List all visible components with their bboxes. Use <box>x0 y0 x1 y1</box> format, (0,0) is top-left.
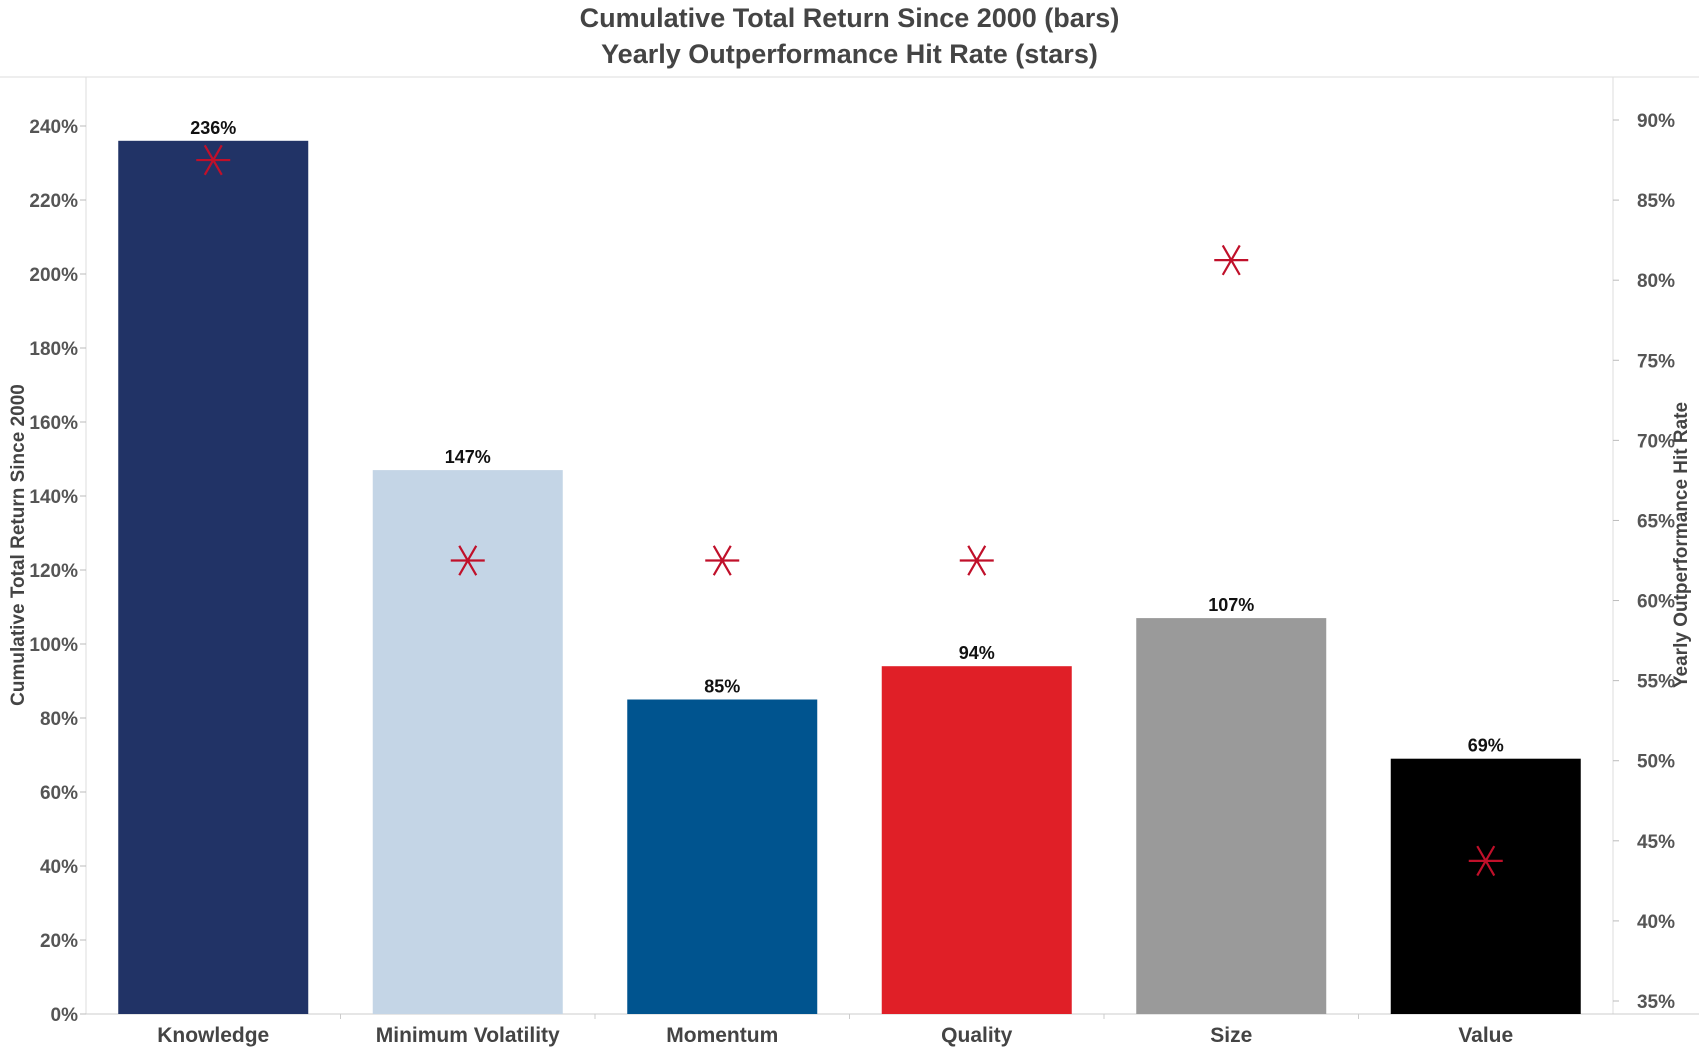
y2-tick-label: 35% <box>1637 992 1675 1013</box>
y-tick-label: 200% <box>29 265 78 286</box>
bar-value-label: 94% <box>959 643 995 663</box>
category-axis-labels: Knowledge Minimum Volatility Momentum Quali… <box>157 1014 1513 1047</box>
y-tick-label: 160% <box>29 413 78 434</box>
bar <box>1390 758 1581 1014</box>
category-label: Size <box>1210 1024 1252 1047</box>
star-marker <box>959 545 994 576</box>
y-tick-label: 180% <box>29 339 78 360</box>
y-tick-label: 20% <box>40 931 78 952</box>
category-label: Value <box>1458 1024 1513 1047</box>
category-label: Quality <box>941 1024 1013 1047</box>
bar-series <box>118 140 1581 1015</box>
y2-tick-label: 70% <box>1637 431 1675 452</box>
y-tick-label: 240% <box>29 117 78 138</box>
right-y-axis-ticks: 35% 40% 45% 50% 55% 60% 65% 70% 75% 80% 85% 90% <box>1613 111 1675 1013</box>
right-y-axis-title: Yearly Outperformance Hit Rate <box>1671 402 1692 688</box>
y2-tick-label: 45% <box>1637 832 1675 853</box>
y2-tick-label: 55% <box>1637 672 1675 693</box>
y-tick-label: 60% <box>40 783 78 804</box>
star-marker <box>1468 845 1503 877</box>
bar-value-label: 85% <box>704 677 740 697</box>
chart-title-block: Cumulative Total Return Since 2000 (bars… <box>0 0 1699 72</box>
chart-title: Cumulative Total Return Since 2000 (bars… <box>579 3 1120 33</box>
y-tick-label: 0% <box>51 1005 79 1026</box>
bar-value-label: 147% <box>445 447 491 467</box>
left-y-axis-ticks: 0% 20% 40% 60% 80% 100% 120% 140% 160% 180% 200% 22… <box>29 117 86 1026</box>
y2-tick-label: 75% <box>1637 351 1675 372</box>
y-tick-label: 140% <box>29 487 78 508</box>
bar <box>1136 618 1327 1014</box>
bar-value-label: 107% <box>1208 595 1254 615</box>
bar-value-label: 69% <box>1468 736 1504 756</box>
left-y-axis-title: Cumulative Total Return Since 2000 <box>8 384 29 706</box>
y2-tick-label: 50% <box>1637 752 1675 773</box>
star-series <box>196 144 1503 877</box>
bar <box>118 140 309 1015</box>
bar <box>881 666 1072 1014</box>
y2-tick-label: 65% <box>1637 511 1675 532</box>
y2-tick-label: 90% <box>1637 111 1675 132</box>
y-tick-label: 80% <box>40 709 78 730</box>
y2-tick-label: 80% <box>1637 271 1675 292</box>
star-marker <box>196 144 231 176</box>
y-tick-label: 100% <box>29 635 78 656</box>
bar-data-labels: 236% 147% 85% 94% 107% 69% <box>190 118 1504 756</box>
category-label: Minimum Volatility <box>376 1024 560 1047</box>
star-marker <box>705 545 740 576</box>
bar <box>372 470 563 1015</box>
y2-tick-label: 40% <box>1637 912 1675 933</box>
bar-value-label: 236% <box>190 118 236 138</box>
y-tick-label: 40% <box>40 857 78 878</box>
category-label: Knowledge <box>157 1024 269 1047</box>
bar <box>627 699 818 1014</box>
category-label: Momentum <box>666 1024 778 1047</box>
star-marker <box>450 545 485 576</box>
chart-subtitle: Yearly Outperformance Hit Rate (stars) <box>601 39 1098 69</box>
y-tick-label: 120% <box>29 561 78 582</box>
y2-tick-label: 60% <box>1637 592 1675 613</box>
star-marker <box>1214 244 1249 276</box>
y2-tick-label: 85% <box>1637 191 1675 212</box>
y-tick-label: 220% <box>29 191 78 212</box>
